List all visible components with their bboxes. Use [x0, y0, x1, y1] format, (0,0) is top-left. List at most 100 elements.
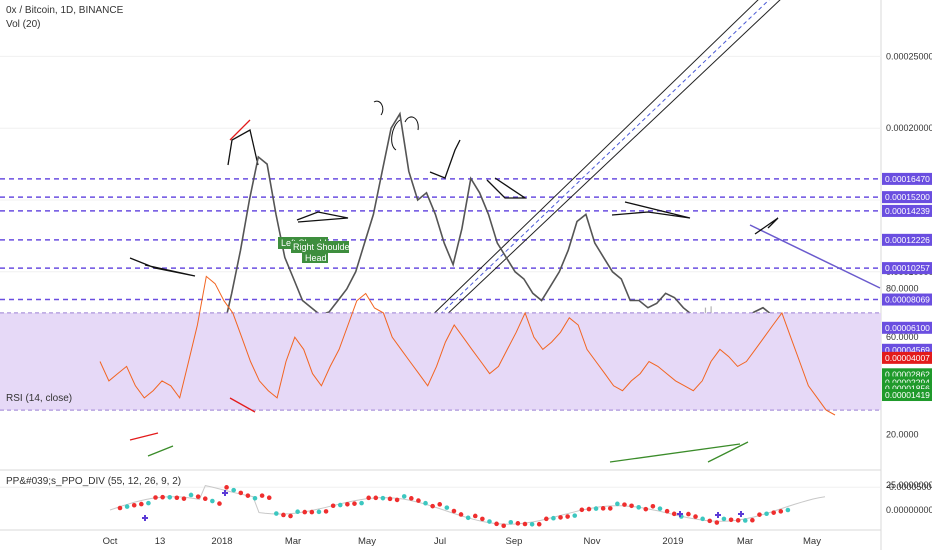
- ppo-dot: [380, 495, 386, 501]
- ppo-dot: [401, 494, 407, 499]
- ppo-dot: [274, 511, 279, 516]
- ppo-dot: [124, 504, 130, 509]
- time-tick-label: May: [358, 536, 376, 547]
- triangle-pattern-5[interactable]: [486, 177, 528, 199]
- triangle-pattern-4[interactable]: [429, 139, 461, 179]
- ppo-dot: [195, 494, 201, 499]
- ppo-dot: [700, 516, 705, 522]
- ppo-dot: [366, 495, 371, 501]
- time-tick-label: May: [803, 536, 821, 547]
- triangle-pattern-3[interactable]: [296, 211, 349, 223]
- ppo-dot: [259, 493, 265, 498]
- ppo-dot: [650, 503, 656, 509]
- level-price-label: 0.00002294: [885, 377, 930, 387]
- ppo-dot: [551, 515, 556, 521]
- time-tick-label: Jul: [434, 536, 446, 547]
- level-label-bg: [882, 233, 932, 246]
- ppo-dot: [266, 495, 272, 501]
- ppo-dot: [188, 492, 194, 498]
- level-price-label: 0.00004569: [885, 345, 930, 355]
- ppo-cross-marker: [677, 511, 683, 517]
- level-price-label: 0.00006100: [885, 323, 930, 333]
- ppo-cross-marker: [222, 490, 228, 496]
- ppo-dot: [764, 511, 769, 517]
- triangle-pattern-6[interactable]: [611, 201, 691, 219]
- ppo-dot: [586, 506, 592, 512]
- ppo-dot: [771, 510, 776, 515]
- time-tick-label: 2018: [211, 536, 232, 547]
- ppo-dot: [742, 518, 748, 523]
- ppo-dot: [728, 517, 734, 523]
- ppo-dot: [359, 500, 364, 506]
- ppo-dot: [785, 507, 791, 513]
- ppo-dot: [352, 501, 357, 506]
- rsi-divergence-green-2: [609, 443, 741, 463]
- ppo-dot: [508, 519, 514, 525]
- ppo-dot: [757, 512, 762, 517]
- ppo-dot: [174, 495, 180, 501]
- level-label-bg: [882, 351, 932, 364]
- ppo-dot: [181, 496, 187, 501]
- ppo-dot: [657, 506, 663, 511]
- ppo-dot: [686, 511, 691, 517]
- red-divergence-line-1[interactable]: [229, 119, 251, 141]
- level-price-label: 0.00008069: [885, 295, 930, 305]
- ppo-dot: [629, 503, 634, 509]
- ppo-cross-marker: [142, 515, 148, 521]
- ppo-pane: 25.00000000 0.00000000: [109, 480, 932, 529]
- level-label-bg: [882, 191, 932, 204]
- triangle-pattern-2[interactable]: [227, 129, 259, 166]
- ppo-label: PP&#039;s_PPO_DIV (55, 12, 26, 9, 2): [6, 476, 182, 487]
- level-price-label: 0.00004007: [885, 353, 930, 363]
- grid-lines: [0, 55, 881, 488]
- ppo-dot: [778, 509, 784, 514]
- ppo-dot: [458, 512, 464, 517]
- ppo-dot: [501, 523, 506, 529]
- ppo-dot: [721, 516, 727, 522]
- ppo-dot: [252, 495, 258, 501]
- time-tick-label: Nov: [584, 536, 601, 547]
- time-axis: Oct 13 2018 Mar May Jul Sep Nov 2019 Mar May: [103, 536, 822, 547]
- ppo-dot: [750, 517, 755, 523]
- rsi-divergence-red-2: [229, 397, 256, 413]
- ppo-dot: [416, 498, 421, 503]
- time-tick-label: 2019: [662, 536, 683, 547]
- time-tick-label: Sep: [506, 536, 523, 547]
- ppo-dot: [245, 493, 251, 498]
- level-price-label: 0.00014239: [885, 206, 930, 216]
- level-price-labels: 0.00016470 0.00015200 0.00014239 0.00012226…: [882, 172, 932, 402]
- ppo-dot: [238, 490, 244, 496]
- descending-trendline[interactable]: [749, 224, 881, 289]
- triangle-pattern-7[interactable]: [754, 217, 779, 235]
- ppo-dot: [224, 485, 229, 490]
- rsi-tick-label: 60.0000: [886, 332, 919, 342]
- ppo-dot: [288, 513, 293, 519]
- chart-title: 0x / Bitcoin, 1D, BINANCE: [6, 5, 124, 16]
- ppo-cross-marker: [738, 511, 744, 517]
- ppo-tick-label: 0.00000000: [886, 505, 932, 515]
- rsi-tick-label: 20.0000: [886, 429, 919, 439]
- ppo-dot: [316, 509, 322, 515]
- ppo-dot: [387, 496, 393, 502]
- ppo-dot: [302, 509, 308, 515]
- time-tick-label: 13: [155, 536, 166, 547]
- head-shoulders-labels: Left Shoulder Right Shoulder Head: [278, 237, 353, 263]
- ppo-dot: [160, 494, 165, 500]
- triangle-pattern-1[interactable]: [129, 257, 196, 277]
- ppo-dot: [714, 520, 720, 525]
- ppo-dot: [153, 495, 158, 500]
- right-shoulder-label-bg: [291, 241, 349, 253]
- ppo-dot: [643, 506, 649, 512]
- level-label-bg: [882, 204, 932, 217]
- ppo-dot: [167, 494, 173, 500]
- level-price-label: 0.00010257: [885, 263, 930, 273]
- level-label-bg: [882, 389, 932, 402]
- level-price-label: 0.00012226: [885, 235, 930, 245]
- ppo-dot: [295, 509, 300, 515]
- ppo-dot: [671, 511, 677, 517]
- level-price-label: 0.00015200: [885, 192, 930, 202]
- rsi-divergence-red-1: [129, 432, 159, 441]
